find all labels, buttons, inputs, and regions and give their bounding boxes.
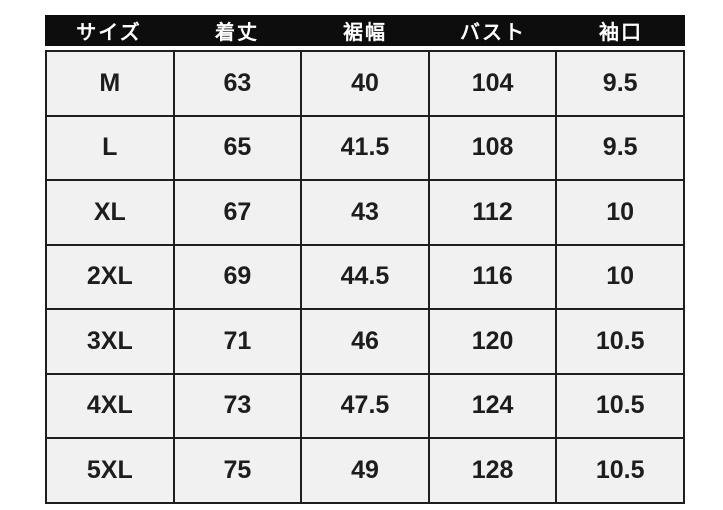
table-cell: 65 [172, 114, 303, 181]
column-header-bust: バスト [460, 22, 526, 44]
table-cell: 120 [427, 308, 558, 375]
table-cell: 67 [172, 179, 303, 246]
table-cell: 63 [172, 50, 303, 117]
table-cell: 10.5 [555, 372, 685, 439]
table-cell: 108 [427, 114, 558, 181]
size-cell: 4XL [45, 372, 175, 439]
table-cell: 9.5 [555, 50, 685, 117]
table-cell: 104 [427, 50, 558, 117]
table-row: 3XL 71 46 120 10.5 [45, 308, 685, 375]
table-cell: 46 [300, 308, 430, 375]
table-cell: 10.5 [555, 437, 685, 504]
table-cell: 44.5 [300, 243, 430, 310]
table-row: XL 67 43 112 10 [45, 179, 685, 246]
table-row: L 65 41.5 108 9.5 [45, 114, 685, 181]
column-header-size: サイズ [76, 22, 142, 44]
table-cell: 73 [172, 372, 303, 439]
table-cell: 128 [427, 437, 558, 504]
table-cell: 10 [555, 243, 685, 310]
table-cell: 49 [300, 437, 430, 504]
size-chart-table: サイズ 着丈 裾幅 バスト 袖口 M 63 40 104 9.5 L 65 41… [45, 15, 685, 504]
table-cell: 41.5 [300, 114, 430, 181]
table-cell: 71 [172, 308, 303, 375]
table-body: M 63 40 104 9.5 L 65 41.5 108 9.5 XL 67 … [45, 50, 685, 504]
column-header-cuff: 袖口 [599, 22, 643, 44]
size-cell: XL [45, 179, 175, 246]
table-row: 4XL 73 47.5 124 10.5 [45, 372, 685, 439]
size-cell: 2XL [45, 243, 175, 310]
table-row: 5XL 75 49 128 10.5 [45, 437, 685, 504]
table-cell: 10.5 [555, 308, 685, 375]
table-cell: 69 [172, 243, 303, 310]
table-header-row: サイズ 着丈 裾幅 バスト 袖口 [45, 15, 685, 46]
table-row: M 63 40 104 9.5 [45, 50, 685, 117]
size-cell: 5XL [45, 437, 175, 504]
table-cell: 124 [427, 372, 558, 439]
table-row: 2XL 69 44.5 116 10 [45, 243, 685, 310]
size-cell: M [45, 50, 175, 117]
table-cell: 43 [300, 179, 430, 246]
table-cell: 116 [427, 243, 558, 310]
table-cell: 112 [427, 179, 558, 246]
table-cell: 40 [300, 50, 430, 117]
size-cell: L [45, 114, 175, 181]
table-cell: 9.5 [555, 114, 685, 181]
column-header-length: 着丈 [215, 22, 259, 44]
column-header-hem-width: 裾幅 [343, 22, 387, 44]
size-cell: 3XL [45, 308, 175, 375]
table-cell: 75 [172, 437, 303, 504]
table-cell: 47.5 [300, 372, 430, 439]
table-cell: 10 [555, 179, 685, 246]
